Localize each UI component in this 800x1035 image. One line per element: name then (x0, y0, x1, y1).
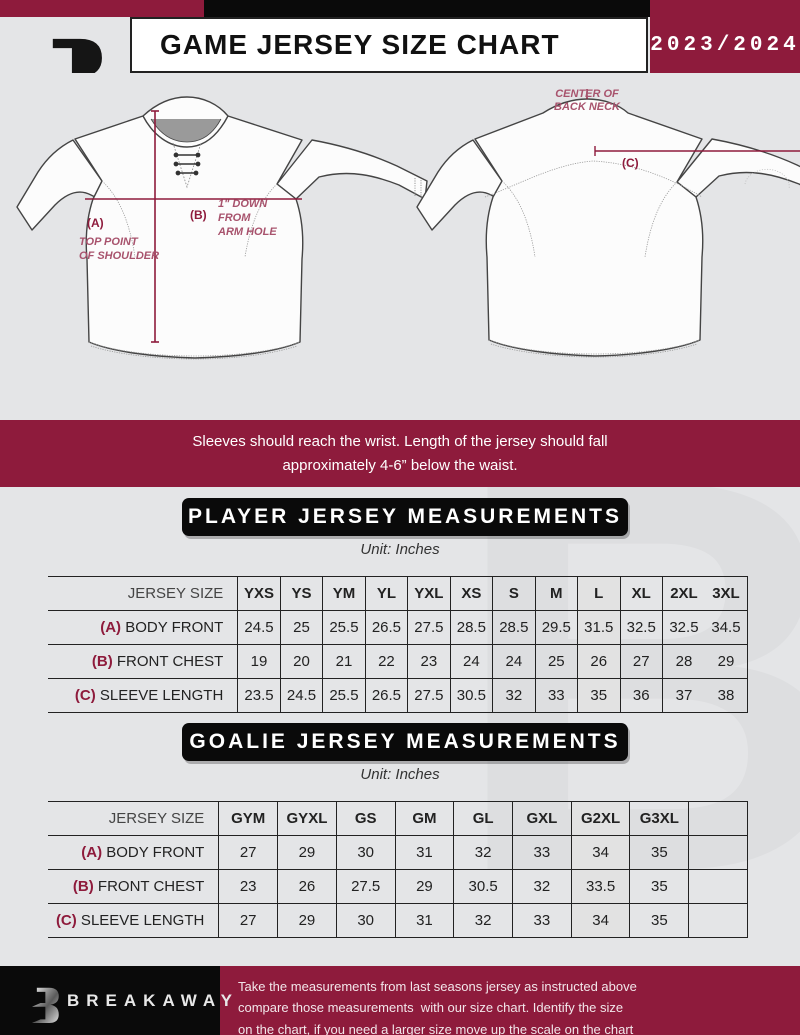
svg-text:(A): (A) (87, 216, 104, 230)
svg-text:ARM HOLE: ARM HOLE (217, 226, 277, 238)
svg-text:CENTER OF: CENTER OF (555, 89, 619, 100)
svg-text:FROM: FROM (218, 212, 251, 224)
svg-text:(C): (C) (622, 156, 639, 170)
svg-text:1" DOWN: 1" DOWN (218, 198, 268, 210)
svg-text:BACK NECK: BACK NECK (554, 101, 621, 113)
svg-text:TOP POINT: TOP POINT (79, 236, 139, 248)
svg-text:(B): (B) (190, 208, 207, 222)
svg-text:OF SHOULDER: OF SHOULDER (79, 250, 159, 262)
